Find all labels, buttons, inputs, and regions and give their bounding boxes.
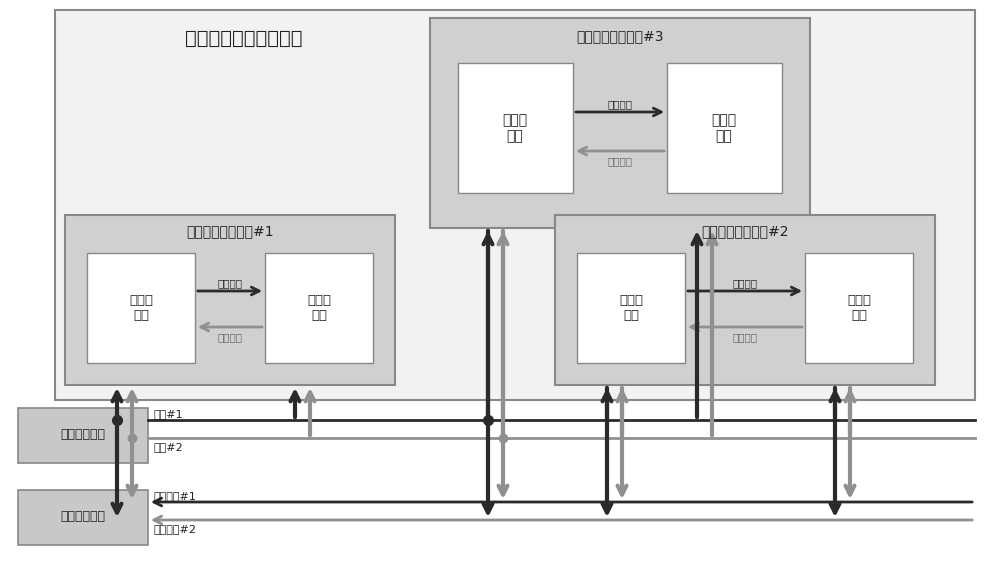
Bar (55, 10, 975, 400)
Text: 触控信号: 触控信号 (732, 278, 758, 288)
Bar (458, 63, 573, 193)
Text: 触控屏
单元: 触控屏 单元 (502, 113, 528, 143)
Bar (667, 63, 782, 193)
Bar (87, 253, 195, 363)
Text: 处理器
单元: 处理器 单元 (307, 294, 331, 322)
Text: 数据总线#1: 数据总线#1 (153, 491, 196, 501)
Text: 触控式控制板组件#2: 触控式控制板组件#2 (701, 224, 789, 238)
Bar (577, 253, 685, 363)
Text: 触控信号: 触控信号 (218, 278, 242, 288)
Text: 触控式控制板组件#1: 触控式控制板组件#1 (186, 224, 274, 238)
Bar (65, 215, 395, 385)
Bar (555, 215, 935, 385)
Bar (265, 253, 373, 363)
Text: 触控式控制板组件#3: 触控式控制板组件#3 (576, 29, 664, 43)
Text: 显示信号: 显示信号 (732, 332, 758, 342)
Text: 处理器
单元: 处理器 单元 (847, 294, 871, 322)
Text: 触控信号: 触控信号 (608, 99, 633, 109)
Text: 触控式控制板组件系统: 触控式控制板组件系统 (185, 29, 302, 47)
Bar (18, 490, 148, 545)
Bar (805, 253, 913, 363)
Text: 电源#1: 电源#1 (153, 409, 183, 419)
Bar (18, 408, 148, 463)
Text: 显示信号: 显示信号 (608, 156, 633, 166)
Text: 触控屏
单元: 触控屏 单元 (619, 294, 643, 322)
Text: 飞机电源系统: 飞机电源系统 (60, 428, 106, 442)
Text: 数据总线#2: 数据总线#2 (153, 524, 196, 534)
Text: 飞机功能系统: 飞机功能系统 (60, 510, 106, 523)
Text: 电源#2: 电源#2 (153, 442, 183, 452)
Text: 显示信号: 显示信号 (218, 332, 242, 342)
Text: 触控屏
单元: 触控屏 单元 (129, 294, 153, 322)
Text: 处理器
单元: 处理器 单元 (711, 113, 737, 143)
Bar (430, 18, 810, 228)
